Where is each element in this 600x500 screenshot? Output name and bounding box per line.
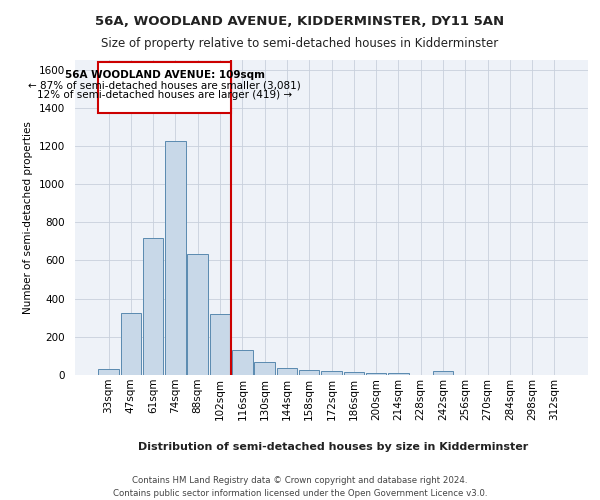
Text: 56A WOODLAND AVENUE: 109sqm: 56A WOODLAND AVENUE: 109sqm xyxy=(65,70,265,80)
Bar xyxy=(299,370,319,375)
Text: ← 87% of semi-detached houses are smaller (3,081): ← 87% of semi-detached houses are smalle… xyxy=(28,80,301,90)
Bar xyxy=(165,141,186,375)
Bar xyxy=(277,368,297,375)
Bar xyxy=(121,313,141,375)
Text: Contains HM Land Registry data © Crown copyright and database right 2024.
Contai: Contains HM Land Registry data © Crown c… xyxy=(113,476,487,498)
FancyBboxPatch shape xyxy=(98,62,231,114)
Bar xyxy=(321,371,342,375)
Text: Distribution of semi-detached houses by size in Kidderminster: Distribution of semi-detached houses by … xyxy=(138,442,528,452)
Bar xyxy=(210,314,230,375)
Bar xyxy=(433,371,453,375)
Bar xyxy=(232,350,253,375)
Bar xyxy=(143,238,163,375)
Bar xyxy=(388,373,409,375)
Text: 56A, WOODLAND AVENUE, KIDDERMINSTER, DY11 5AN: 56A, WOODLAND AVENUE, KIDDERMINSTER, DY1… xyxy=(95,15,505,28)
Bar xyxy=(254,362,275,375)
Text: Size of property relative to semi-detached houses in Kidderminster: Size of property relative to semi-detach… xyxy=(101,38,499,51)
Bar xyxy=(366,372,386,375)
Text: 12% of semi-detached houses are larger (419) →: 12% of semi-detached houses are larger (… xyxy=(37,90,292,100)
Y-axis label: Number of semi-detached properties: Number of semi-detached properties xyxy=(23,121,34,314)
Bar xyxy=(187,254,208,375)
Bar xyxy=(344,372,364,375)
Bar xyxy=(98,370,119,375)
